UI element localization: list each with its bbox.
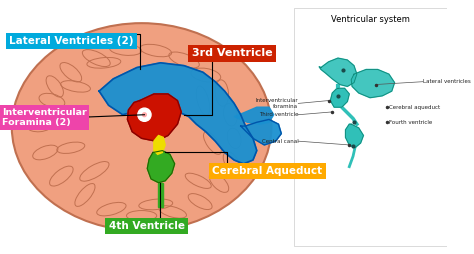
Polygon shape	[234, 107, 274, 124]
Text: Cerebral aqueduct: Cerebral aqueduct	[389, 105, 440, 110]
Text: Lateral ventricles: Lateral ventricles	[423, 79, 471, 84]
Polygon shape	[158, 183, 164, 207]
Text: Interventricular
foramina: Interventricular foramina	[255, 98, 298, 109]
Ellipse shape	[12, 23, 272, 231]
Polygon shape	[241, 119, 281, 145]
Polygon shape	[154, 135, 165, 154]
Text: Fourth ventricle: Fourth ventricle	[389, 120, 432, 125]
Circle shape	[138, 108, 151, 121]
Text: Lateral Ventricles (2): Lateral Ventricles (2)	[9, 36, 134, 46]
Text: Third ventricle: Third ventricle	[259, 112, 298, 117]
Polygon shape	[319, 58, 357, 86]
Text: Cerebral Aqueduct: Cerebral Aqueduct	[212, 166, 322, 176]
Polygon shape	[147, 151, 174, 183]
Text: 4th Ventricle: 4th Ventricle	[109, 221, 184, 231]
Text: Interventricular
Foramina (2): Interventricular Foramina (2)	[2, 108, 87, 127]
Text: Central canal: Central canal	[262, 139, 298, 144]
Text: Ventricular system: Ventricular system	[330, 15, 410, 24]
Circle shape	[143, 113, 146, 117]
FancyBboxPatch shape	[293, 8, 447, 246]
Polygon shape	[99, 63, 257, 164]
Polygon shape	[351, 69, 394, 98]
Polygon shape	[128, 94, 181, 141]
Text: 3rd Ventricle: 3rd Ventricle	[191, 48, 272, 58]
Polygon shape	[330, 88, 349, 107]
Polygon shape	[346, 124, 364, 148]
